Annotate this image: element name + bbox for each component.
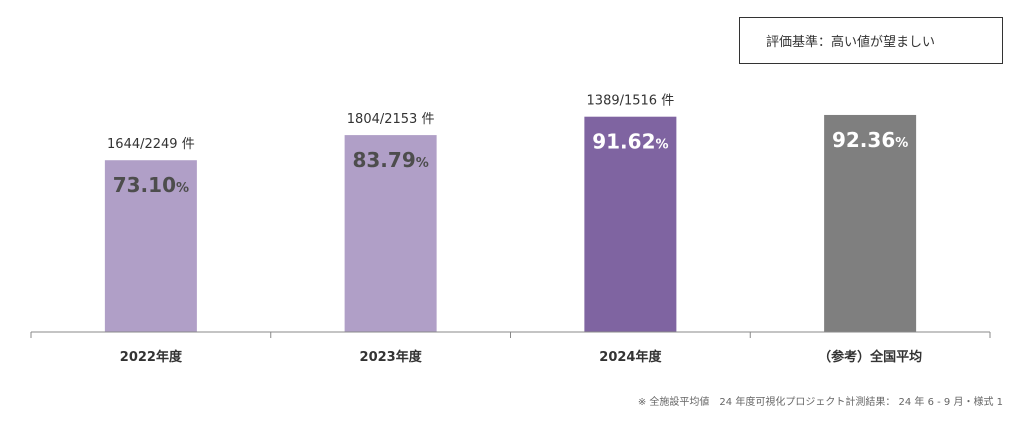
category-label: （参考）全国平均 bbox=[818, 349, 922, 365]
labels-group: 73.10% 1644/2249 件 2022年度 83.79% 1804/2153 件… bbox=[107, 94, 922, 365]
criteria-label: 評価基準：高い値が望ましい bbox=[766, 35, 936, 50]
criteria-box: 評価基準：高い値が望ましい bbox=[739, 17, 1003, 64]
bar bbox=[104, 160, 197, 332]
bar-value-label: 73.10% bbox=[113, 173, 189, 197]
category-label: 2024年度 bbox=[599, 349, 662, 365]
bar-count-label: 1644/2249 件 bbox=[107, 137, 195, 152]
bar-value-label: 83.79% bbox=[352, 148, 428, 172]
bar bbox=[344, 135, 437, 332]
bar bbox=[824, 114, 917, 332]
bars-group bbox=[104, 114, 917, 333]
bar-value-label: 92.36% bbox=[832, 128, 908, 152]
bar-count-label: 1389/1516 件 bbox=[587, 94, 675, 109]
footnote: ※ 全施設平均値 24 年度可視化プロジェクト計測結果： 24 年 6 - 9 … bbox=[637, 397, 1003, 408]
bar-value-label: 91.62% bbox=[592, 130, 668, 154]
bar-count-label: 1804/2153 件 bbox=[347, 112, 435, 127]
x-axis-ticks bbox=[30, 332, 991, 338]
category-label: 2023年度 bbox=[360, 349, 423, 365]
bar bbox=[584, 116, 677, 333]
category-label: 2022年度 bbox=[120, 349, 183, 365]
